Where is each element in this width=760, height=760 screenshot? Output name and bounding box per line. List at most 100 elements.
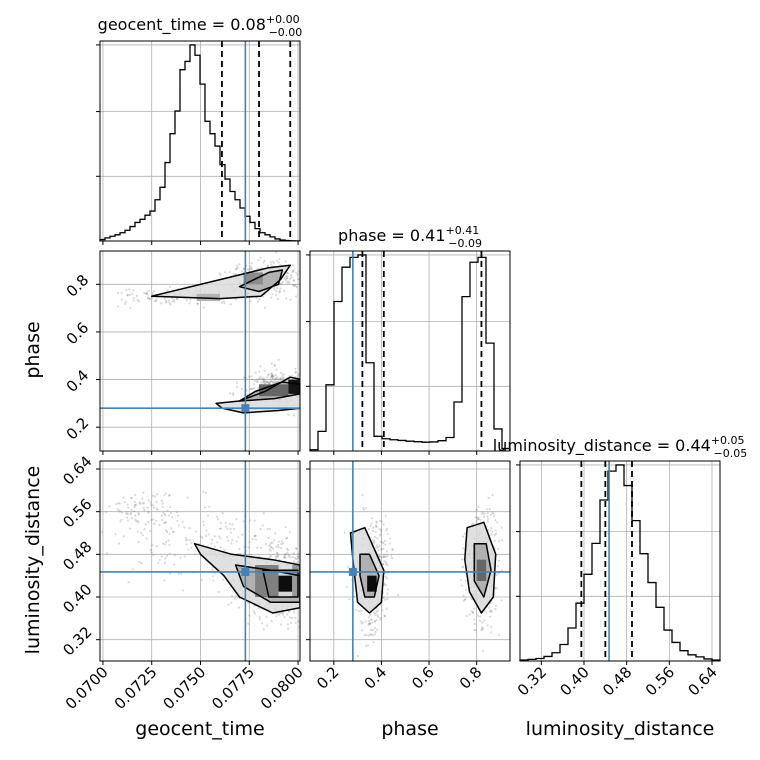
sample-point <box>375 610 378 613</box>
sample-point <box>274 557 277 560</box>
sample-point <box>286 277 289 280</box>
sample-point <box>143 291 146 294</box>
sample-point <box>263 380 266 383</box>
sample-point <box>274 378 278 381</box>
sample-point <box>242 267 245 271</box>
sample-point <box>284 553 287 556</box>
sample-point <box>280 378 283 381</box>
sample-point <box>145 537 148 540</box>
sample-point <box>230 601 233 604</box>
sample-point <box>384 543 387 546</box>
sample-point <box>158 524 161 527</box>
sample-point <box>235 385 239 388</box>
sample-point <box>217 590 220 594</box>
sample-point <box>271 293 274 296</box>
sample-point <box>161 502 164 505</box>
sample-point <box>280 623 283 626</box>
sample-point <box>216 541 219 544</box>
sample-point <box>134 518 137 521</box>
sample-point <box>355 608 358 612</box>
sample-point <box>158 558 161 562</box>
sample-point <box>276 551 279 554</box>
sample-point <box>118 510 121 513</box>
sample-point <box>166 509 169 512</box>
sample-point <box>276 555 279 558</box>
sample-point <box>259 527 262 531</box>
sample-point <box>283 276 286 279</box>
sample-point <box>163 297 166 300</box>
sample-point <box>136 299 139 302</box>
sample-point <box>219 273 222 276</box>
panel-frame <box>309 460 511 662</box>
sample-point <box>127 581 130 584</box>
sample-point <box>294 367 297 370</box>
density-cell <box>367 575 377 592</box>
sample-point <box>187 548 190 551</box>
sample-point <box>474 629 477 632</box>
sample-point <box>269 379 272 382</box>
sample-point <box>391 557 394 560</box>
sample-point <box>231 594 234 597</box>
sample-point <box>367 528 370 531</box>
sample-point <box>144 292 147 295</box>
sample-point <box>277 543 280 547</box>
sample-point <box>283 616 286 619</box>
sample-point <box>271 377 274 380</box>
sample-point <box>498 634 501 637</box>
sample-point <box>375 520 378 523</box>
sample-point <box>170 527 173 530</box>
panel-frame <box>309 250 511 452</box>
histogram-panel-geocent-time <box>96 40 301 245</box>
sample-point <box>383 554 386 557</box>
sample-point <box>129 513 132 516</box>
sample-point <box>154 495 157 498</box>
sample-point <box>378 544 381 547</box>
sample-point <box>286 613 289 616</box>
sample-point <box>271 374 274 378</box>
sample-point <box>265 615 268 618</box>
sample-point <box>202 523 205 526</box>
sample-point <box>362 508 365 511</box>
sample-point <box>294 616 297 619</box>
sample-point <box>481 510 484 514</box>
sample-point <box>375 544 379 547</box>
sample-point <box>136 530 139 533</box>
sample-point <box>212 579 215 582</box>
sample-point <box>149 548 152 552</box>
sample-point <box>496 521 499 524</box>
contour-line <box>349 526 385 614</box>
sample-point <box>270 372 273 375</box>
sample-point <box>292 556 295 559</box>
sample-point <box>264 306 267 309</box>
sample-point <box>464 579 467 582</box>
sample-point <box>226 527 229 530</box>
sample-point <box>369 633 372 636</box>
sample-point <box>289 277 292 280</box>
sample-point <box>346 565 349 568</box>
sample-point <box>464 532 467 535</box>
sample-point <box>281 613 285 616</box>
sample-point <box>266 380 269 383</box>
sample-point <box>280 376 283 379</box>
sample-point <box>259 546 263 549</box>
sample-point <box>275 294 278 297</box>
sample-point <box>256 378 259 381</box>
sample-point <box>286 623 289 626</box>
sample-point <box>294 284 297 287</box>
sample-point <box>218 272 221 275</box>
sample-point <box>464 588 468 591</box>
sample-point <box>176 298 179 301</box>
sample-point <box>375 546 378 549</box>
sample-point <box>142 506 145 509</box>
sample-point <box>130 496 133 499</box>
sample-point <box>370 618 373 622</box>
sample-point <box>253 519 256 522</box>
sample-point <box>190 541 193 544</box>
sample-point <box>494 532 497 536</box>
sample-point <box>223 302 226 305</box>
sample-point <box>378 555 381 558</box>
sample-point <box>171 300 174 303</box>
sample-point <box>173 300 176 303</box>
sample-point <box>282 612 285 615</box>
